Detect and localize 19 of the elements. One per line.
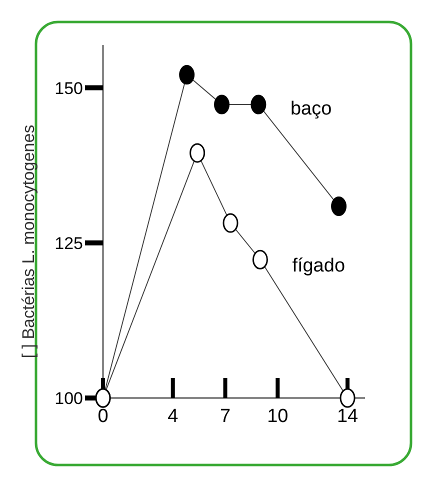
y-tick-label: 150 [54, 78, 83, 98]
x-tick-label: 7 [220, 406, 231, 427]
x-tick-label: 0 [98, 406, 108, 427]
point [340, 388, 356, 408]
point [214, 94, 230, 114]
point [331, 196, 347, 216]
point [250, 94, 266, 114]
point [252, 250, 268, 270]
point [179, 65, 195, 85]
series-label: fígado [292, 256, 346, 277]
series-label: baço [290, 98, 332, 120]
y-axis-title: [ ] Bactérias L. monocytogenes [19, 124, 38, 358]
point [222, 213, 238, 233]
x-tick-label: 10 [267, 406, 288, 427]
point [190, 143, 206, 163]
y-tick-label: 100 [54, 389, 83, 408]
y-tick-label: 125 [54, 234, 83, 253]
x-tick-label: 14 [336, 406, 359, 427]
x-tick-label: 4 [168, 406, 179, 427]
